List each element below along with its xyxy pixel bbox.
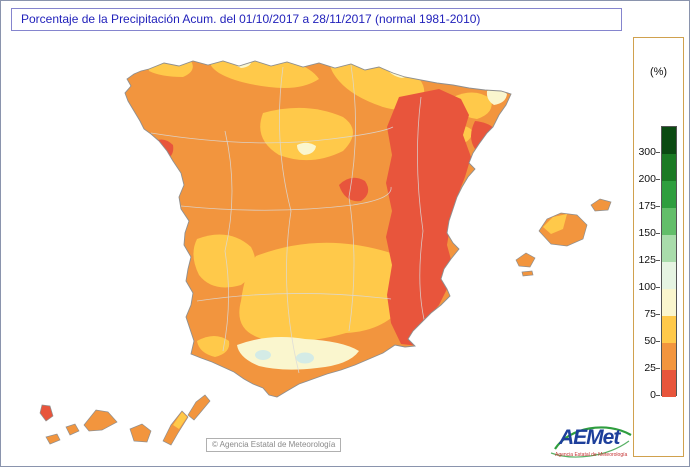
legend-cell [662,127,676,154]
legend-cell [662,235,676,262]
legend-cell [662,289,676,316]
page-title: Porcentaje de la Precipitación Acum. del… [21,12,481,26]
legend-tick-label: 0 [632,389,660,402]
legend-cell [662,343,676,370]
canary-yellow-patches [173,412,187,429]
formentera [521,270,534,277]
legend-tick-label: 175 [632,200,660,213]
legend-tick-label: 100 [632,281,660,294]
gran-canaria [129,423,152,443]
legend-cell [662,370,676,397]
logo-wordmark: AEMet [559,426,620,449]
map-title-bar: Porcentaje de la Precipitación Acum. del… [11,8,622,31]
legend-cell [662,181,676,208]
copyright-text: © Agencia Estatal de Meteorología [212,440,336,449]
canary-red-islands [39,404,54,422]
legend-cell [662,316,676,343]
legend-cell [662,208,676,235]
legend-tick-label: 125 [632,254,660,267]
blue-spot [255,350,271,360]
red-patch [386,89,471,346]
red-patch [471,121,497,149]
province-border-line [196,293,392,302]
legend-color-bar [661,126,677,397]
cream-patch [486,89,507,105]
legend-cell [662,262,676,289]
legend-tick-label: 75 [632,308,660,321]
legend-tick-label: 150 [632,227,660,240]
logo-subtitle: Agencia Estatal de Meteorología [555,452,628,458]
balearic-yellow-patch [543,214,567,234]
province-border-line [180,186,392,211]
logo-swoosh-icon [550,426,632,458]
legend-tick-label: 50 [632,335,660,348]
yellow-patch [197,336,230,357]
province-border-line [348,64,356,332]
legend-unit-label: (%) [649,66,668,78]
lanzarote [187,394,211,421]
blue-spot [396,63,410,71]
province-border-line [279,66,300,374]
yellow-patch [260,107,353,161]
cream-patch [297,142,316,155]
cream-patch [355,61,377,68]
mallorca-yellow-patch [543,214,567,234]
blue-spot [296,352,314,364]
ibiza [515,252,536,268]
red-patch [339,177,369,202]
province-border-line [150,126,394,144]
red-patch [151,139,174,161]
mainland-coastline [124,60,512,398]
legend-cell [662,154,676,181]
legend-tick-label: 300 [632,146,660,159]
legend-tick-label: 200 [632,173,660,186]
map-legend: (%) 300 200 175 150 125 100 75 50 25 0 [633,37,684,457]
province-border-line [222,130,233,352]
fuerteventura-yellow-patch [173,412,187,429]
cream-patch [237,337,359,370]
la-gomera [65,423,80,436]
aemet-logo: AEMet Agencia Estatal de Meteorología [549,421,635,463]
yellow-patch [193,234,256,288]
province-border-line [417,96,428,332]
tenerife [83,409,118,432]
yellow-patch [239,242,414,342]
legend-tick-label: 25 [632,362,660,375]
menorca [590,198,612,212]
province-borders [150,64,428,374]
canary-islands [45,394,211,446]
el-hierro [45,433,61,445]
la-palma [39,404,54,422]
balearic-islands [515,198,612,277]
copyright-box: © Agencia Estatal de Meteorología [206,438,342,452]
